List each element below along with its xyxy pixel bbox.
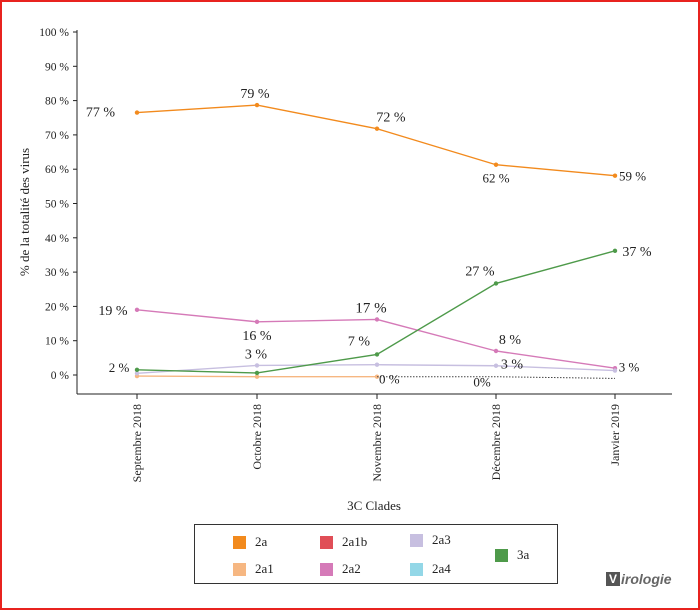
data-label-3a: 2 % (109, 360, 130, 375)
data-label-2a: 59 % (619, 169, 646, 184)
data-label-2a3: 3 % (245, 347, 268, 362)
y-tick-label: 0 % (51, 370, 70, 382)
data-label-2a: 62 % (482, 171, 509, 186)
y-tick-label: 30 % (45, 267, 69, 279)
data-point-2a3 (374, 362, 380, 367)
logo-mark: V (606, 572, 620, 586)
data-label-2a1: 0 % (379, 372, 400, 387)
y-tick-label: 10 % (45, 336, 69, 348)
legend-swatch (410, 562, 423, 576)
data-label-2a: 79 % (240, 87, 270, 102)
y-tick-label: 90 % (45, 61, 69, 73)
data-point-2a2 (134, 307, 140, 313)
data-point-3a (134, 367, 140, 373)
data-point-2a2 (374, 317, 380, 322)
legend-item-2a3: 2a3 (410, 532, 451, 548)
data-label-2a2: 19 % (98, 304, 128, 319)
y-tick-label: 20 % (45, 301, 69, 313)
data-point-2a3 (134, 371, 140, 376)
legend-item-3a: 3a (495, 547, 529, 563)
legend-swatch (233, 562, 246, 576)
legend-swatch (320, 535, 333, 549)
data-label-2a2: 8 % (499, 333, 522, 348)
data-label-2a1b: 0% (473, 375, 491, 390)
data-point-3a (493, 281, 499, 286)
legend: 2a 2a1 2a1b 2a2 2a3 2a4 3a (194, 524, 558, 584)
legend-item-2a1: 2a1 (233, 561, 274, 577)
data-label-3a: 27 % (465, 264, 495, 279)
data-label-2a: 77 % (86, 106, 116, 121)
x-tick-label: Novembre 2018 (370, 404, 384, 482)
legend-label: 2a3 (432, 532, 451, 547)
x-tick-label: Septembre 2018 (130, 404, 144, 482)
legend-item-2a1b: 2a1b (320, 534, 367, 550)
data-point-2a2 (254, 319, 260, 325)
y-tick-label: 80 % (45, 96, 69, 108)
legend-item-2a2: 2a2 (320, 561, 361, 577)
legend-label: 2a1 (255, 561, 274, 576)
legend-swatch (320, 562, 333, 576)
legend-swatch (495, 548, 508, 562)
y-tick-label: 100 % (39, 27, 69, 39)
legend-swatch (410, 533, 423, 547)
x-tick-label: Décembre 2018 (489, 404, 503, 480)
legend-label: 2a4 (432, 561, 451, 576)
data-point-3a (612, 248, 618, 254)
data-point-3a (374, 352, 380, 357)
y-tick-label: 70 % (45, 130, 69, 142)
legend-label: 2a (255, 534, 268, 549)
y-tick-label: 60 % (45, 164, 69, 176)
legend-label: 3a (517, 547, 530, 562)
legend-item-2a4: 2a4 (410, 561, 451, 577)
x-tick-label: Octobre 2018 (250, 404, 264, 470)
data-point-2a (493, 162, 499, 167)
data-point-2a (374, 126, 380, 131)
legend-swatch (233, 535, 246, 549)
data-label-2a2: 17 % (355, 300, 386, 316)
virologie-logo: V irologie (606, 570, 672, 588)
series-line-2a1b (377, 376, 616, 379)
line-chart: 0 % 10 % 20 % 30 % 40 % 50 % 60 % 70 % 80 % 90 % 1… (17, 27, 672, 513)
legend-label: 2a1b (342, 534, 368, 549)
data-point-2a3 (254, 363, 260, 368)
data-point-2a (254, 102, 260, 108)
data-label-2a3: 3 % (501, 358, 524, 373)
y-tick-label: 50 % (45, 199, 69, 211)
y-tick-label: 40 % (45, 233, 69, 245)
data-point-3a (254, 370, 260, 376)
data-label-3a: 37 % (622, 245, 652, 260)
data-label-2a2: 16 % (242, 329, 272, 344)
data-point-2a1 (254, 374, 260, 379)
data-point-2a3 (612, 368, 618, 373)
data-point-2a (612, 173, 618, 178)
logo-text: irologie (621, 571, 672, 587)
y-axis-title: % de la totalité des virus (17, 148, 32, 276)
legend-item-2a: 2a (233, 534, 267, 550)
data-label-3a: 7 % (348, 334, 371, 349)
data-point-2a3 (493, 363, 499, 368)
x-axis-title: 3C Clades (347, 498, 401, 513)
legend-label: 2a2 (342, 561, 361, 576)
x-tick-label: Janvier 2019 (608, 404, 622, 466)
data-label-2a3: 3 % (619, 360, 640, 375)
data-point-2a (134, 110, 140, 115)
data-label-2a: 72 % (376, 111, 406, 126)
data-point-2a2 (493, 348, 499, 354)
